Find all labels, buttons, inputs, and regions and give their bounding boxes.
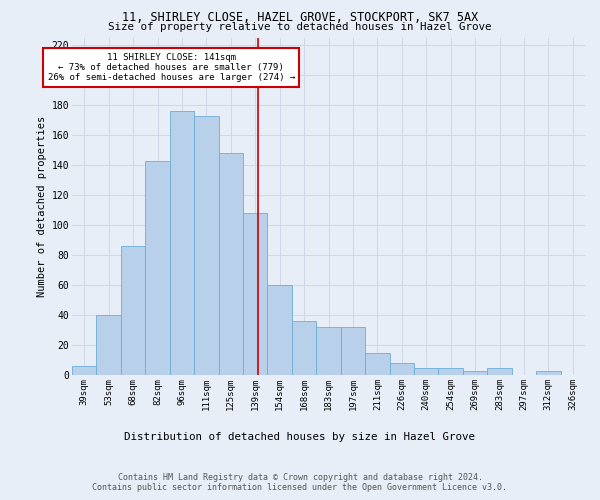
Text: 11 SHIRLEY CLOSE: 141sqm
← 73% of detached houses are smaller (779)
26% of semi-: 11 SHIRLEY CLOSE: 141sqm ← 73% of detach… (48, 52, 295, 82)
Bar (243, 213, 268, 375)
Text: 11, SHIRLEY CLOSE, HAZEL GROVE, STOCKPORT, SK7 5AX: 11, SHIRLEY CLOSE, HAZEL GROVE, STOCKPOR… (122, 11, 478, 24)
Bar (487, 368, 512, 375)
Bar (72, 366, 97, 375)
Bar (365, 352, 389, 375)
Bar (316, 327, 341, 375)
Bar (439, 368, 463, 375)
Bar (268, 285, 292, 375)
Bar (341, 327, 365, 375)
Bar (194, 116, 218, 375)
Bar (389, 363, 414, 375)
Text: Contains HM Land Registry data © Crown copyright and database right 2024.: Contains HM Land Registry data © Crown c… (118, 472, 482, 482)
Bar (536, 370, 560, 375)
Bar (414, 368, 439, 375)
Bar (97, 315, 121, 375)
Bar (463, 370, 487, 375)
Bar (218, 153, 243, 375)
Y-axis label: Number of detached properties: Number of detached properties (37, 116, 47, 297)
Bar (145, 160, 170, 375)
Text: Distribution of detached houses by size in Hazel Grove: Distribution of detached houses by size … (125, 432, 476, 442)
Bar (292, 321, 316, 375)
Text: Contains public sector information licensed under the Open Government Licence v3: Contains public sector information licen… (92, 484, 508, 492)
Bar (121, 246, 145, 375)
Bar (170, 111, 194, 375)
Text: Size of property relative to detached houses in Hazel Grove: Size of property relative to detached ho… (108, 22, 492, 32)
